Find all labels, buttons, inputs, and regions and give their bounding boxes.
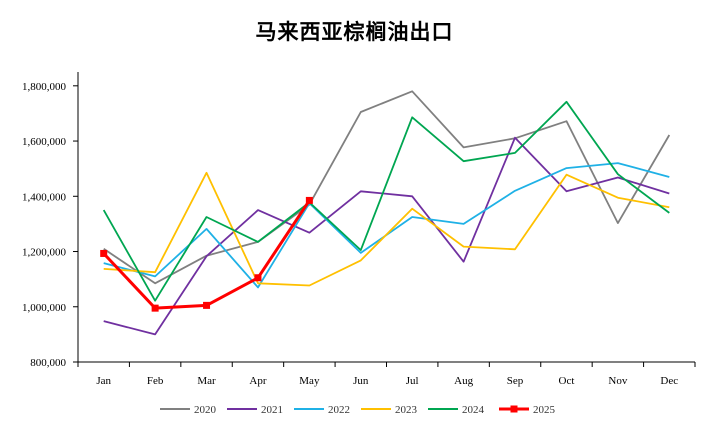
legend-label: 2023 bbox=[395, 404, 418, 416]
y-tick-label: 1,000,000 bbox=[22, 302, 67, 314]
series-2021 bbox=[103, 136, 670, 336]
legend: 2020 2021 2022 2023 2024 2025 bbox=[160, 404, 556, 416]
x-tick-label: Jul bbox=[406, 375, 419, 387]
x-tick-label: Jun bbox=[353, 375, 369, 387]
x-tick-label: Oct bbox=[559, 375, 575, 387]
data-point-2025 bbox=[203, 301, 211, 309]
series-2020 bbox=[103, 90, 671, 285]
legend-item-2022: 2022 bbox=[294, 404, 350, 416]
x-tick-label: Feb bbox=[147, 375, 164, 387]
axes: 800,000 1,000,000 1,200,000 1,400,000 1,600,… bbox=[22, 72, 696, 387]
x-tick-label: Dec bbox=[660, 375, 678, 387]
legend-label: 2021 bbox=[261, 404, 283, 416]
legend-item-2025: 2025 bbox=[499, 404, 556, 416]
chart-title: 马来西亚棕榈油出口 bbox=[255, 20, 454, 44]
x-tick-label: Sep bbox=[507, 375, 524, 387]
y-tick-label: 800,000 bbox=[30, 357, 66, 369]
y-tick-label: 1,200,000 bbox=[22, 247, 67, 259]
legend-item-2023: 2023 bbox=[361, 404, 418, 416]
legend-label: 2025 bbox=[533, 404, 556, 416]
data-point-2025 bbox=[254, 274, 262, 282]
series-2023 bbox=[103, 171, 670, 287]
series-2025 bbox=[100, 196, 313, 312]
series-line-2024 bbox=[102, 100, 670, 302]
x-tick-label: Aug bbox=[454, 375, 473, 387]
series-line-2020 bbox=[103, 90, 671, 285]
y-tick-label: 1,400,000 bbox=[22, 191, 67, 203]
legend-label: 2020 bbox=[194, 404, 217, 416]
series-layer bbox=[100, 90, 671, 336]
series-line-2021 bbox=[103, 136, 670, 336]
legend-marker bbox=[510, 405, 518, 413]
legend-item-2021: 2021 bbox=[227, 404, 283, 416]
legend-label: 2022 bbox=[328, 404, 350, 416]
x-tick-label: Nov bbox=[608, 375, 627, 387]
series-line-2023 bbox=[103, 171, 670, 287]
x-tick-label: Apr bbox=[249, 375, 266, 387]
y-tick-label: 1,800,000 bbox=[22, 81, 67, 93]
data-point-2025 bbox=[151, 304, 159, 312]
data-point-2025 bbox=[100, 249, 108, 257]
x-tick-label: May bbox=[299, 375, 320, 387]
legend-label: 2024 bbox=[462, 404, 485, 416]
legend-item-2020: 2020 bbox=[160, 404, 217, 416]
series-2024 bbox=[102, 100, 670, 302]
legend-item-2024: 2024 bbox=[428, 404, 485, 416]
y-tick-label: 1,600,000 bbox=[22, 136, 67, 148]
x-tick-label: Jan bbox=[96, 375, 111, 387]
x-tick-label: Mar bbox=[197, 375, 216, 387]
data-point-2025 bbox=[305, 196, 313, 204]
